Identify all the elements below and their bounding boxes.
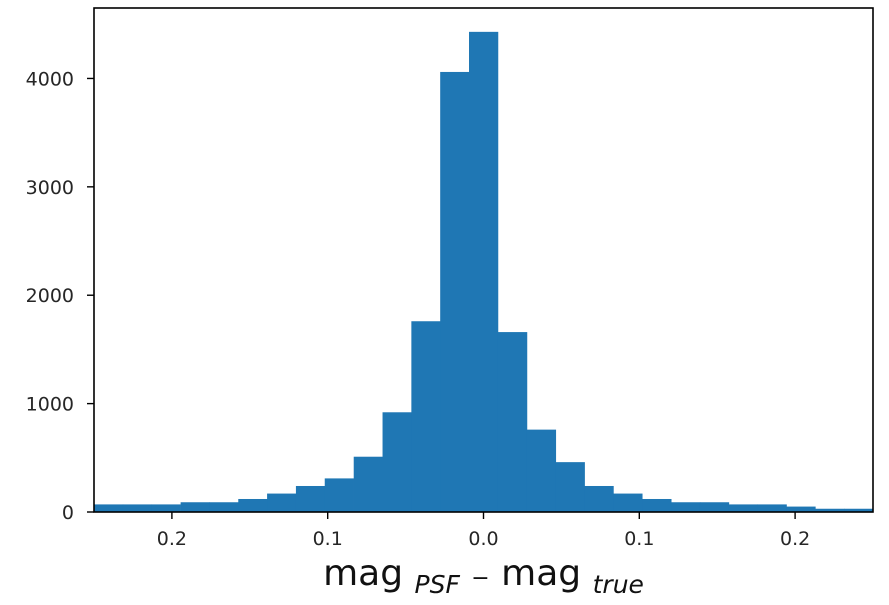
histogram-bar: [497, 332, 528, 512]
x-axis-label-main-1: mag: [323, 553, 403, 594]
histogram-bar: [757, 504, 787, 512]
y-tick-label: 0: [62, 502, 74, 524]
y-tick-label: 3000: [26, 177, 74, 199]
histogram-bar: [584, 485, 614, 512]
x-axis-label-sub-2: true: [593, 570, 644, 599]
y-tick-label: 2000: [26, 285, 74, 307]
x-tick-label: 0.1: [313, 528, 343, 550]
x-tick-label: 0.2: [157, 528, 187, 550]
histogram-bar: [324, 478, 354, 512]
histogram-bar: [295, 485, 326, 512]
histogram-bar: [844, 508, 874, 512]
histogram-bar: [469, 31, 499, 512]
bars-group: [94, 31, 874, 512]
histogram-bar: [180, 502, 210, 512]
x-tick-label: 0.0: [468, 528, 498, 550]
x-axis-label-separator: −: [471, 566, 489, 591]
histogram-bar: [151, 504, 181, 512]
x-tick-label: 0.1: [624, 528, 654, 550]
histogram-bar: [671, 502, 701, 512]
histogram-bar: [699, 502, 730, 512]
x-axis-label-main-2: mag: [501, 553, 581, 594]
histogram-bar: [209, 502, 239, 512]
y-ticks-group: 0 1000 2000 3000 4000: [26, 68, 94, 524]
histogram-bar: [382, 412, 412, 512]
histogram-bar: [815, 508, 845, 512]
histogram-bar: [613, 493, 643, 512]
histogram-bar: [122, 504, 153, 512]
plot-frame: [93, 7, 874, 513]
histogram-bar: [728, 504, 758, 512]
y-tick-label: 4000: [26, 68, 74, 90]
x-ticks-group: 0.2 0.1 0.0 0.1 0.2: [157, 512, 810, 550]
histogram-bar: [353, 456, 383, 512]
histogram-bar: [555, 462, 585, 512]
histogram-bar: [411, 321, 441, 512]
histogram-bar: [238, 498, 268, 512]
x-axis-label-sub-1: PSF: [415, 570, 461, 599]
x-axis-label: mag PSF − mag true: [323, 553, 644, 602]
x-tick-label: 0.2: [780, 528, 810, 550]
histogram-bar: [440, 71, 470, 512]
histogram-bar: [94, 504, 124, 512]
histogram-bar: [786, 506, 816, 512]
histogram-bar: [642, 498, 672, 512]
histogram-bar: [267, 493, 297, 512]
y-tick-label: 1000: [26, 394, 74, 416]
histogram-bar: [526, 429, 557, 512]
